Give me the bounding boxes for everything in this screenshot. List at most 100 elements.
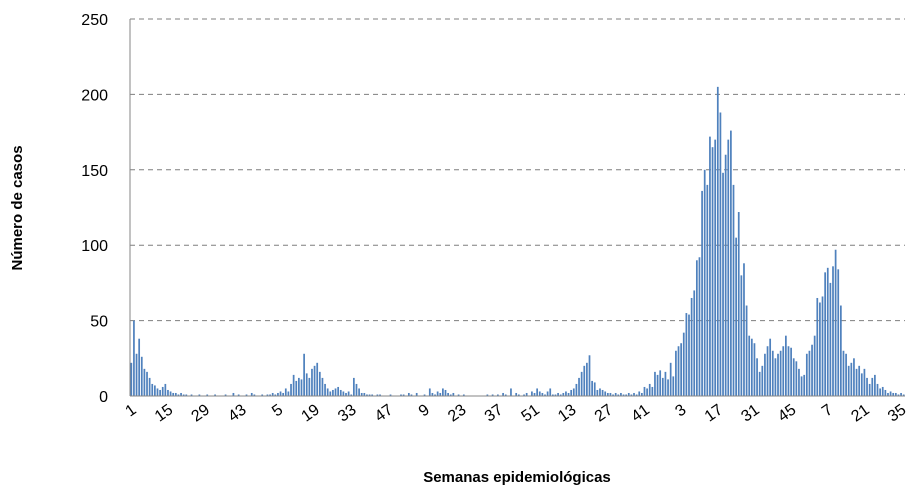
bar — [630, 394, 633, 396]
bar — [366, 394, 368, 396]
bar — [360, 392, 363, 396]
bar — [635, 394, 638, 396]
bar — [688, 314, 690, 396]
bar — [743, 263, 745, 396]
bar — [855, 368, 858, 396]
bar — [826, 267, 829, 396]
bar — [298, 377, 300, 396]
bar — [368, 394, 371, 396]
bar — [735, 237, 737, 396]
bar — [305, 373, 308, 396]
bar — [874, 374, 876, 396]
bar — [523, 394, 525, 396]
y-tick-label: 150 — [81, 163, 108, 180]
bar — [169, 391, 172, 396]
bar — [400, 394, 402, 396]
bar — [756, 358, 758, 396]
bar — [279, 391, 282, 396]
bar — [693, 290, 696, 396]
bar — [439, 392, 442, 396]
bar — [271, 392, 274, 396]
bar — [486, 394, 489, 396]
bar — [337, 386, 340, 396]
bar — [782, 346, 785, 396]
bar — [143, 368, 146, 396]
bar — [133, 320, 135, 396]
bar — [164, 383, 167, 396]
x-axis-title: Semanas epidemiológicas — [423, 469, 611, 486]
bar — [180, 392, 182, 396]
bar — [884, 389, 887, 396]
bar — [586, 362, 588, 396]
bar — [355, 383, 358, 396]
bar — [570, 389, 573, 396]
bar — [431, 392, 434, 396]
bar — [800, 376, 803, 396]
bar — [449, 394, 452, 396]
y-axis-title: Número de casos — [9, 145, 26, 270]
bar — [206, 394, 209, 396]
bar — [737, 212, 740, 396]
bar — [900, 392, 902, 396]
bar — [887, 392, 889, 396]
bar — [703, 169, 706, 396]
x-tick-label: 47 — [372, 401, 396, 425]
bar — [541, 392, 544, 396]
bar — [785, 335, 787, 396]
bar — [332, 389, 334, 396]
bar — [609, 392, 612, 396]
bar — [805, 353, 808, 396]
bar — [853, 358, 855, 396]
bar — [559, 394, 562, 396]
bar — [850, 362, 853, 396]
bar — [748, 335, 751, 396]
x-tick-label: 33 — [335, 401, 359, 425]
bar — [538, 391, 541, 396]
bar — [185, 394, 188, 396]
bar — [771, 350, 774, 396]
bar — [363, 392, 366, 396]
y-tick-label: 0 — [99, 389, 108, 406]
bar — [588, 355, 591, 396]
x-tick-label: 51 — [518, 401, 542, 425]
bar — [525, 392, 528, 396]
bar — [565, 391, 567, 396]
x-tick-label: 15 — [152, 401, 176, 425]
bar — [198, 394, 201, 396]
bar — [232, 392, 235, 396]
bar — [423, 394, 426, 396]
bar — [339, 389, 342, 396]
bar — [402, 394, 405, 396]
bar — [177, 394, 180, 396]
bar — [876, 383, 879, 396]
bar — [415, 392, 418, 396]
bar — [533, 392, 536, 396]
bar — [544, 394, 546, 396]
bar — [868, 383, 871, 396]
bar — [625, 394, 628, 396]
bar — [342, 391, 345, 396]
bar — [575, 383, 578, 396]
bar — [894, 392, 897, 396]
bar — [591, 380, 593, 396]
bar — [816, 297, 819, 396]
bar — [769, 338, 772, 396]
bar — [442, 388, 444, 396]
bar — [491, 394, 494, 396]
bar — [308, 377, 311, 396]
bar — [646, 388, 648, 396]
bar — [515, 392, 518, 396]
bar — [722, 172, 724, 396]
bar — [329, 391, 332, 396]
y-tick-label: 250 — [81, 12, 108, 29]
bar — [651, 386, 654, 396]
bar — [661, 377, 664, 396]
bar — [730, 130, 732, 397]
bar — [174, 392, 177, 396]
bar — [292, 374, 295, 396]
bar — [578, 377, 580, 396]
bar — [148, 377, 151, 396]
bar — [290, 383, 292, 396]
bar — [750, 338, 753, 396]
bar — [572, 388, 575, 396]
